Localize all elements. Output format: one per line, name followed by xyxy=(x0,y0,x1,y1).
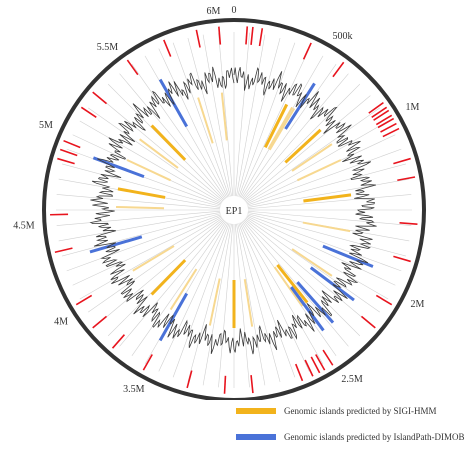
sigi-island-mark xyxy=(118,189,165,198)
red-feature-mark xyxy=(304,43,312,59)
genome-circular-map: 0 6M 500k 1M 2M 2.5M 3.5M 4M 4.5M 5M 5.5M EP1 xyxy=(0,0,474,400)
spoke-line xyxy=(248,214,406,256)
red-feature-mark xyxy=(393,159,410,164)
spoke-line xyxy=(67,215,221,271)
red-feature-mark xyxy=(400,223,418,224)
legend-islandpath: Genomic islands predicted by IslandPath-… xyxy=(236,430,464,443)
red-feature-mark xyxy=(164,40,171,57)
red-feature-mark xyxy=(93,316,107,328)
red-feature-mark xyxy=(196,30,200,48)
position-label: 4M xyxy=(54,317,68,328)
red-feature-mark xyxy=(251,27,253,45)
spoke-line xyxy=(247,215,401,271)
spoke-line xyxy=(159,49,228,198)
red-feature-mark xyxy=(246,26,247,44)
spoke-line xyxy=(98,96,224,201)
spoke-line xyxy=(57,211,220,225)
spoke-line xyxy=(188,224,230,382)
sigi-island-mark xyxy=(277,265,307,303)
islandpath-island-mark xyxy=(160,294,187,341)
red-feature-mark xyxy=(225,376,226,394)
legend-sigi-swatch xyxy=(236,408,276,414)
sigi-island-mark xyxy=(116,207,164,208)
legend-sigi-label: Genomic islands predicted by SIGI-HMM xyxy=(284,406,436,416)
position-label: 5M xyxy=(39,120,53,131)
red-feature-mark xyxy=(93,92,107,104)
spoke-line xyxy=(238,224,280,382)
legend-islandpath-swatch xyxy=(236,434,276,440)
spoke-line xyxy=(240,49,309,198)
sigi-island-mark xyxy=(171,269,197,310)
position-label: 6M xyxy=(206,6,220,17)
red-feature-mark xyxy=(64,141,81,148)
red-feature-mark xyxy=(127,60,137,75)
red-feature-mark xyxy=(57,159,74,164)
red-feature-mark xyxy=(251,375,253,393)
red-feature-mark xyxy=(260,28,263,46)
spoke-line xyxy=(62,164,220,206)
center-label: EP1 xyxy=(226,206,243,217)
position-label: 3.5M xyxy=(123,384,145,395)
red-feature-mark xyxy=(296,364,303,381)
red-feature-mark xyxy=(143,354,152,370)
legend: Genomic islands predicted by SIGI-HMM Ge… xyxy=(236,404,464,456)
sigi-island-mark xyxy=(127,160,170,180)
spoke-line xyxy=(235,33,249,196)
spoke-line xyxy=(235,224,249,387)
spoke-line xyxy=(245,96,371,201)
sigi-island-mark xyxy=(245,279,252,326)
sigi-island-mark xyxy=(303,223,350,232)
islandpath-island-mark xyxy=(311,268,354,300)
position-label: 500k xyxy=(333,31,353,42)
red-feature-mark xyxy=(333,62,344,76)
position-label: 2M xyxy=(411,299,425,310)
red-feature-mark xyxy=(393,256,410,261)
red-feature-mark xyxy=(113,335,125,349)
spoke-line xyxy=(238,38,280,196)
spoke-line xyxy=(218,224,232,387)
red-feature-mark xyxy=(55,248,73,252)
spoke-line xyxy=(159,223,228,372)
legend-sigi: Genomic islands predicted by SIGI-HMM xyxy=(236,404,464,417)
position-label: 2.5M xyxy=(341,374,363,385)
red-feature-mark xyxy=(361,316,375,328)
position-label: 5.5M xyxy=(97,42,119,53)
position-label: 1M xyxy=(405,102,419,113)
spoke-line xyxy=(62,214,220,256)
spoke-line xyxy=(248,164,406,206)
position-labels: 0 6M 500k 1M 2M 2.5M 3.5M 4M 4.5M 5M 5.5M xyxy=(13,5,424,395)
position-label: 4.5M xyxy=(13,220,35,231)
legend-islandpath-label: Genomic islands predicted by IslandPath-… xyxy=(284,432,464,442)
red-feature-mark xyxy=(60,150,77,156)
red-feature-mark xyxy=(323,350,333,365)
sigi-island-mark xyxy=(133,246,174,271)
spoke-line xyxy=(218,33,232,196)
position-label: 0 xyxy=(232,5,237,16)
spoke-line xyxy=(248,211,411,225)
spoke-line xyxy=(244,220,360,336)
spoke-line xyxy=(247,149,401,205)
red-feature-mark xyxy=(187,371,192,388)
sigi-island-mark xyxy=(140,139,178,168)
sigi-island-mark xyxy=(285,130,320,163)
red-feature-mark xyxy=(305,360,313,376)
spoke-line xyxy=(67,149,221,205)
